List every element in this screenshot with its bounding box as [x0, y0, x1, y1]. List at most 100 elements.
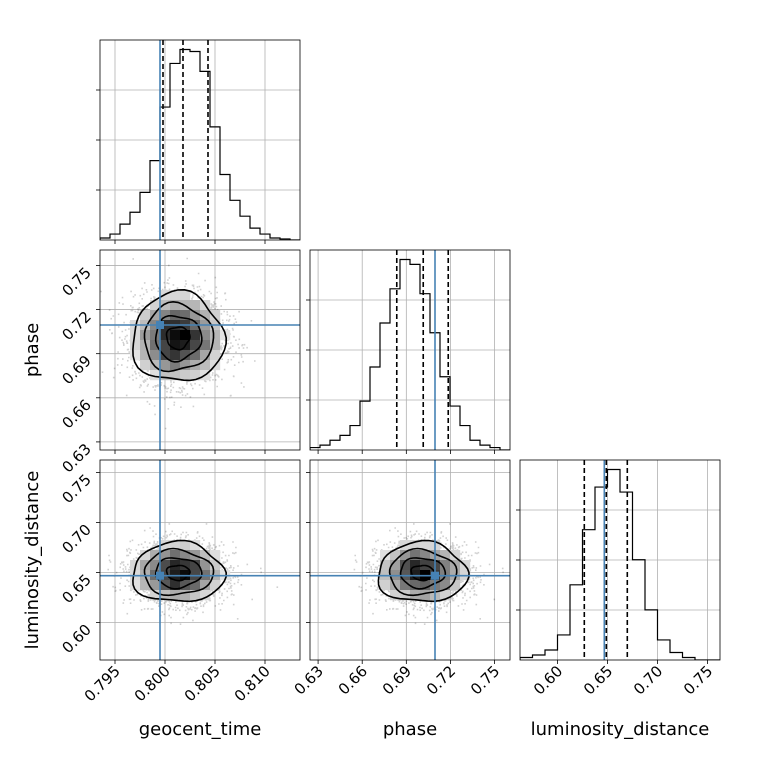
contour-level-2 — [388, 547, 458, 597]
x-tick-label: 0.810 — [231, 662, 274, 705]
x-axis-label-luminosity-distance: luminosity_distance — [531, 719, 710, 740]
density-cell — [440, 580, 451, 591]
contour-level-0 — [165, 326, 191, 351]
density-cell — [130, 580, 141, 591]
density-cell — [160, 330, 171, 341]
histogram-luminosity_distance — [520, 468, 720, 660]
panel-geocent_time-vs-luminosity_distance: 0.795 0.800 0.805 0.810 0.60 0.65 0.70 0.75 — [58, 459, 301, 705]
density-cell — [420, 590, 431, 601]
density-cell — [170, 340, 181, 351]
density-cell — [190, 580, 201, 591]
density-cell — [160, 560, 171, 571]
contour-level-0 — [165, 564, 191, 582]
contour-level-3 — [132, 539, 228, 603]
density-cell — [140, 360, 151, 371]
density-cell — [210, 550, 221, 561]
contour-level-1 — [399, 557, 447, 590]
density-cell — [390, 590, 401, 601]
density-cell — [440, 560, 451, 571]
density-cell — [150, 360, 161, 371]
density-cell — [210, 340, 221, 351]
density-cell — [420, 580, 431, 591]
y-axis-label-luminosity-distance: luminosity_distance — [22, 471, 43, 650]
density-cell — [210, 330, 221, 341]
y-tick-label: 0.75 — [58, 264, 94, 300]
panel-frame — [99, 459, 301, 661]
contour-level-2 — [143, 300, 215, 373]
y-tick-label: 0.75 — [58, 471, 94, 507]
density-cell — [150, 550, 161, 561]
contour-level-3 — [132, 288, 228, 382]
density-cell — [390, 580, 401, 591]
density-cell — [190, 330, 201, 341]
contour-level-3 — [377, 539, 470, 603]
panel-body — [310, 460, 510, 660]
density-cell — [200, 560, 211, 571]
panel-luminosity_distance: 0.60 0.65 0.70 0.75 — [516, 459, 721, 698]
density-cell — [180, 370, 191, 381]
density-cell — [170, 370, 181, 381]
density-cell — [200, 550, 211, 561]
density-cell — [190, 560, 201, 571]
density-cell — [170, 300, 181, 311]
density-cell — [180, 350, 191, 361]
density-cell — [160, 550, 171, 561]
density-cell — [180, 290, 191, 301]
y-tick-label: 0.72 — [58, 308, 94, 344]
contour-level-2 — [143, 547, 215, 597]
density-cell — [140, 550, 151, 561]
contour-level-0 — [410, 564, 435, 582]
density-cell — [180, 550, 191, 561]
density-cell — [410, 540, 421, 551]
density-cell — [180, 360, 191, 371]
panel-body — [520, 460, 720, 660]
density-cell — [200, 310, 211, 321]
y-tick-label: 0.66 — [58, 396, 94, 432]
density-cell — [160, 340, 171, 351]
x-axis-label-phase: phase — [383, 719, 437, 740]
density-cell — [380, 550, 391, 561]
density-cell — [420, 540, 431, 551]
density-cell — [380, 560, 391, 571]
x-tick-label: 0.66 — [335, 662, 371, 698]
density-cell — [150, 310, 161, 321]
density-cell — [190, 300, 201, 311]
x-tick-label: 0.805 — [181, 662, 224, 705]
x-tick-label: 0.60 — [530, 662, 566, 698]
contour-level-1 — [154, 557, 203, 590]
scatter-points — [100, 257, 256, 430]
x-tick-label: 0.75 — [467, 662, 503, 698]
x-axis-label-geocent-time: geocent_time — [139, 719, 262, 740]
density-cell — [140, 580, 151, 591]
density-cell — [400, 550, 411, 561]
density-cell — [440, 590, 451, 601]
density-cell — [170, 310, 181, 321]
density-cell — [190, 350, 201, 361]
panel-frame — [309, 459, 511, 661]
density-cell — [410, 580, 421, 591]
density-cell — [150, 300, 161, 311]
panel-geocent_time — [96, 39, 301, 244]
contour-level-1 — [154, 315, 203, 363]
y-tick-label: 0.65 — [58, 571, 94, 607]
density-cell — [150, 590, 161, 601]
density-cell — [160, 370, 171, 381]
density-cell — [400, 580, 411, 591]
density-cell — [150, 560, 161, 571]
histogram-geocent_time — [100, 48, 300, 240]
density-cell — [410, 550, 421, 561]
density-cell — [200, 590, 211, 601]
density-cell — [210, 310, 221, 321]
density-cell — [200, 360, 211, 371]
density-cell — [170, 560, 181, 571]
density-cell — [410, 560, 421, 571]
density-cell — [450, 580, 461, 591]
density-cell — [160, 300, 171, 311]
density-cell — [190, 590, 201, 601]
panel-body — [100, 40, 300, 240]
density-cell — [200, 340, 211, 351]
density-cell — [160, 540, 171, 551]
density-cell — [170, 540, 181, 551]
density-cell — [390, 550, 401, 561]
